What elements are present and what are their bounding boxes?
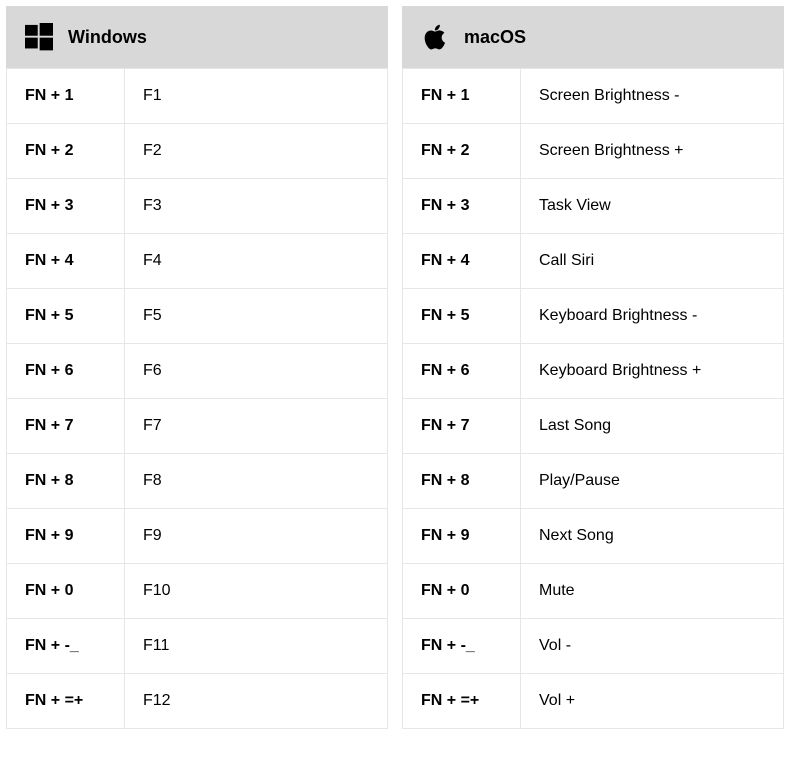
key-cell: FN + 4 (7, 234, 125, 288)
macos-header: macOS (402, 6, 784, 69)
table-row: FN + 3Task View (402, 179, 784, 234)
val-cell: Vol + (521, 674, 783, 728)
key-cell: FN + 9 (403, 509, 521, 563)
val-cell: F3 (125, 179, 387, 233)
val-cell: Vol - (521, 619, 783, 673)
val-cell: F4 (125, 234, 387, 288)
val-cell: Last Song (521, 399, 783, 453)
key-cell: FN + 3 (7, 179, 125, 233)
val-cell: Call Siri (521, 234, 783, 288)
key-cell: FN + 8 (7, 454, 125, 508)
table-row: FN + 4Call Siri (402, 234, 784, 289)
table-row: FN + 0Mute (402, 564, 784, 619)
key-cell: FN + 2 (403, 124, 521, 178)
windows-header: Windows (6, 6, 388, 69)
key-cell: FN + 3 (403, 179, 521, 233)
table-row: FN + 9Next Song (402, 509, 784, 564)
key-cell: FN + -_ (7, 619, 125, 673)
key-cell: FN + 9 (7, 509, 125, 563)
windows-rows: FN + 1F1 FN + 2F2 FN + 3F3 FN + 4F4 FN +… (6, 69, 388, 729)
table-row: FN + 2F2 (6, 124, 388, 179)
val-cell: Task View (521, 179, 783, 233)
key-cell: FN + 4 (403, 234, 521, 288)
val-cell: F9 (125, 509, 387, 563)
windows-panel: Windows FN + 1F1 FN + 2F2 FN + 3F3 FN + … (6, 6, 388, 729)
key-cell: FN + 1 (403, 69, 521, 123)
table-row: FN + 2Screen Brightness + (402, 124, 784, 179)
key-cell: FN + =+ (7, 674, 125, 728)
macos-title: macOS (464, 27, 526, 48)
windows-icon (24, 22, 54, 52)
macos-panel: macOS FN + 1Screen Brightness - FN + 2Sc… (402, 6, 784, 729)
val-cell: Play/Pause (521, 454, 783, 508)
val-cell: F6 (125, 344, 387, 398)
table-row: FN + 7Last Song (402, 399, 784, 454)
val-cell: Keyboard Brightness + (521, 344, 783, 398)
key-cell: FN + 0 (403, 564, 521, 618)
macos-rows: FN + 1Screen Brightness - FN + 2Screen B… (402, 69, 784, 729)
val-cell: Mute (521, 564, 783, 618)
key-cell: FN + -_ (403, 619, 521, 673)
table-row: FN + 7F7 (6, 399, 388, 454)
table-row: FN + 3F3 (6, 179, 388, 234)
table-row: FN + 4F4 (6, 234, 388, 289)
key-cell: FN + 6 (403, 344, 521, 398)
table-row: FN + 1F1 (6, 69, 388, 124)
val-cell: F1 (125, 69, 387, 123)
table-row: FN + =+F12 (6, 674, 388, 729)
key-cell: FN + =+ (403, 674, 521, 728)
table-row: FN + -_Vol - (402, 619, 784, 674)
val-cell: Next Song (521, 509, 783, 563)
val-cell: F10 (125, 564, 387, 618)
key-cell: FN + 0 (7, 564, 125, 618)
val-cell: Screen Brightness - (521, 69, 783, 123)
val-cell: Screen Brightness + (521, 124, 783, 178)
key-cell: FN + 8 (403, 454, 521, 508)
key-cell: FN + 7 (7, 399, 125, 453)
table-row: FN + 8Play/Pause (402, 454, 784, 509)
key-cell: FN + 5 (403, 289, 521, 343)
key-cell: FN + 5 (7, 289, 125, 343)
key-cell: FN + 2 (7, 124, 125, 178)
table-row: FN + 5F5 (6, 289, 388, 344)
table-row: FN + 6F6 (6, 344, 388, 399)
shortcut-tables: Windows FN + 1F1 FN + 2F2 FN + 3F3 FN + … (0, 0, 790, 735)
val-cell: Keyboard Brightness - (521, 289, 783, 343)
val-cell: F11 (125, 619, 387, 673)
val-cell: F8 (125, 454, 387, 508)
key-cell: FN + 1 (7, 69, 125, 123)
val-cell: F2 (125, 124, 387, 178)
table-row: FN + =+Vol + (402, 674, 784, 729)
table-row: FN + 5Keyboard Brightness - (402, 289, 784, 344)
key-cell: FN + 7 (403, 399, 521, 453)
table-row: FN + 8F8 (6, 454, 388, 509)
table-row: FN + 0F10 (6, 564, 388, 619)
val-cell: F5 (125, 289, 387, 343)
val-cell: F12 (125, 674, 387, 728)
table-row: FN + 6Keyboard Brightness + (402, 344, 784, 399)
val-cell: F7 (125, 399, 387, 453)
key-cell: FN + 6 (7, 344, 125, 398)
table-row: FN + 9F9 (6, 509, 388, 564)
apple-icon (420, 22, 450, 52)
windows-title: Windows (68, 27, 147, 48)
table-row: FN + -_F11 (6, 619, 388, 674)
table-row: FN + 1Screen Brightness - (402, 69, 784, 124)
